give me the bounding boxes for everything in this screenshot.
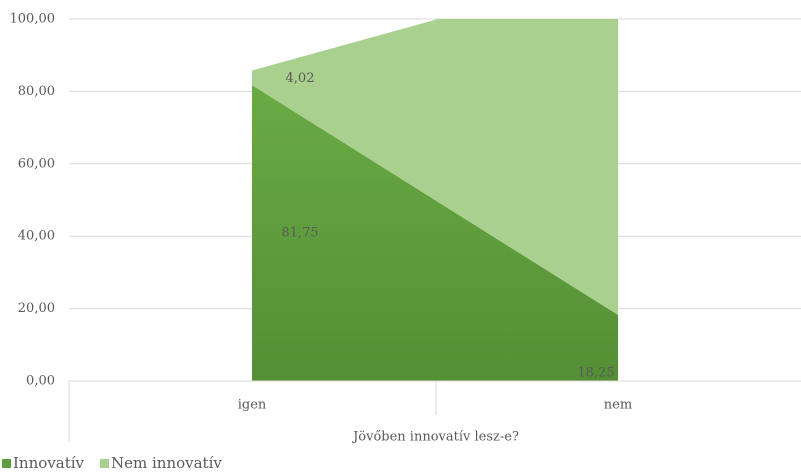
- y-tick-label: 60,00: [18, 156, 55, 171]
- y-tick-label: 80,00: [18, 84, 55, 99]
- legend-swatch: [100, 459, 109, 468]
- legend-label: Innovatív: [13, 454, 85, 472]
- data-label: 81,75: [281, 226, 318, 241]
- y-tick-label: 0,00: [26, 374, 55, 389]
- area: [252, 85, 618, 381]
- legend-label: Nem innovatív: [111, 454, 222, 472]
- y-tick-label: 100,00: [10, 12, 56, 27]
- legend-swatch: [2, 459, 11, 468]
- y-tick-label: 40,00: [18, 229, 55, 244]
- data-label: 4,02: [286, 71, 315, 86]
- x-tick-label: nem: [604, 398, 632, 413]
- y-tick-label: 20,00: [18, 301, 55, 316]
- area: [252, 19, 618, 315]
- x-axis-title: Jövőben innovatív lesz-e?: [351, 430, 519, 445]
- x-tick-label: igen: [238, 398, 267, 413]
- data-label: 18,25: [577, 366, 614, 381]
